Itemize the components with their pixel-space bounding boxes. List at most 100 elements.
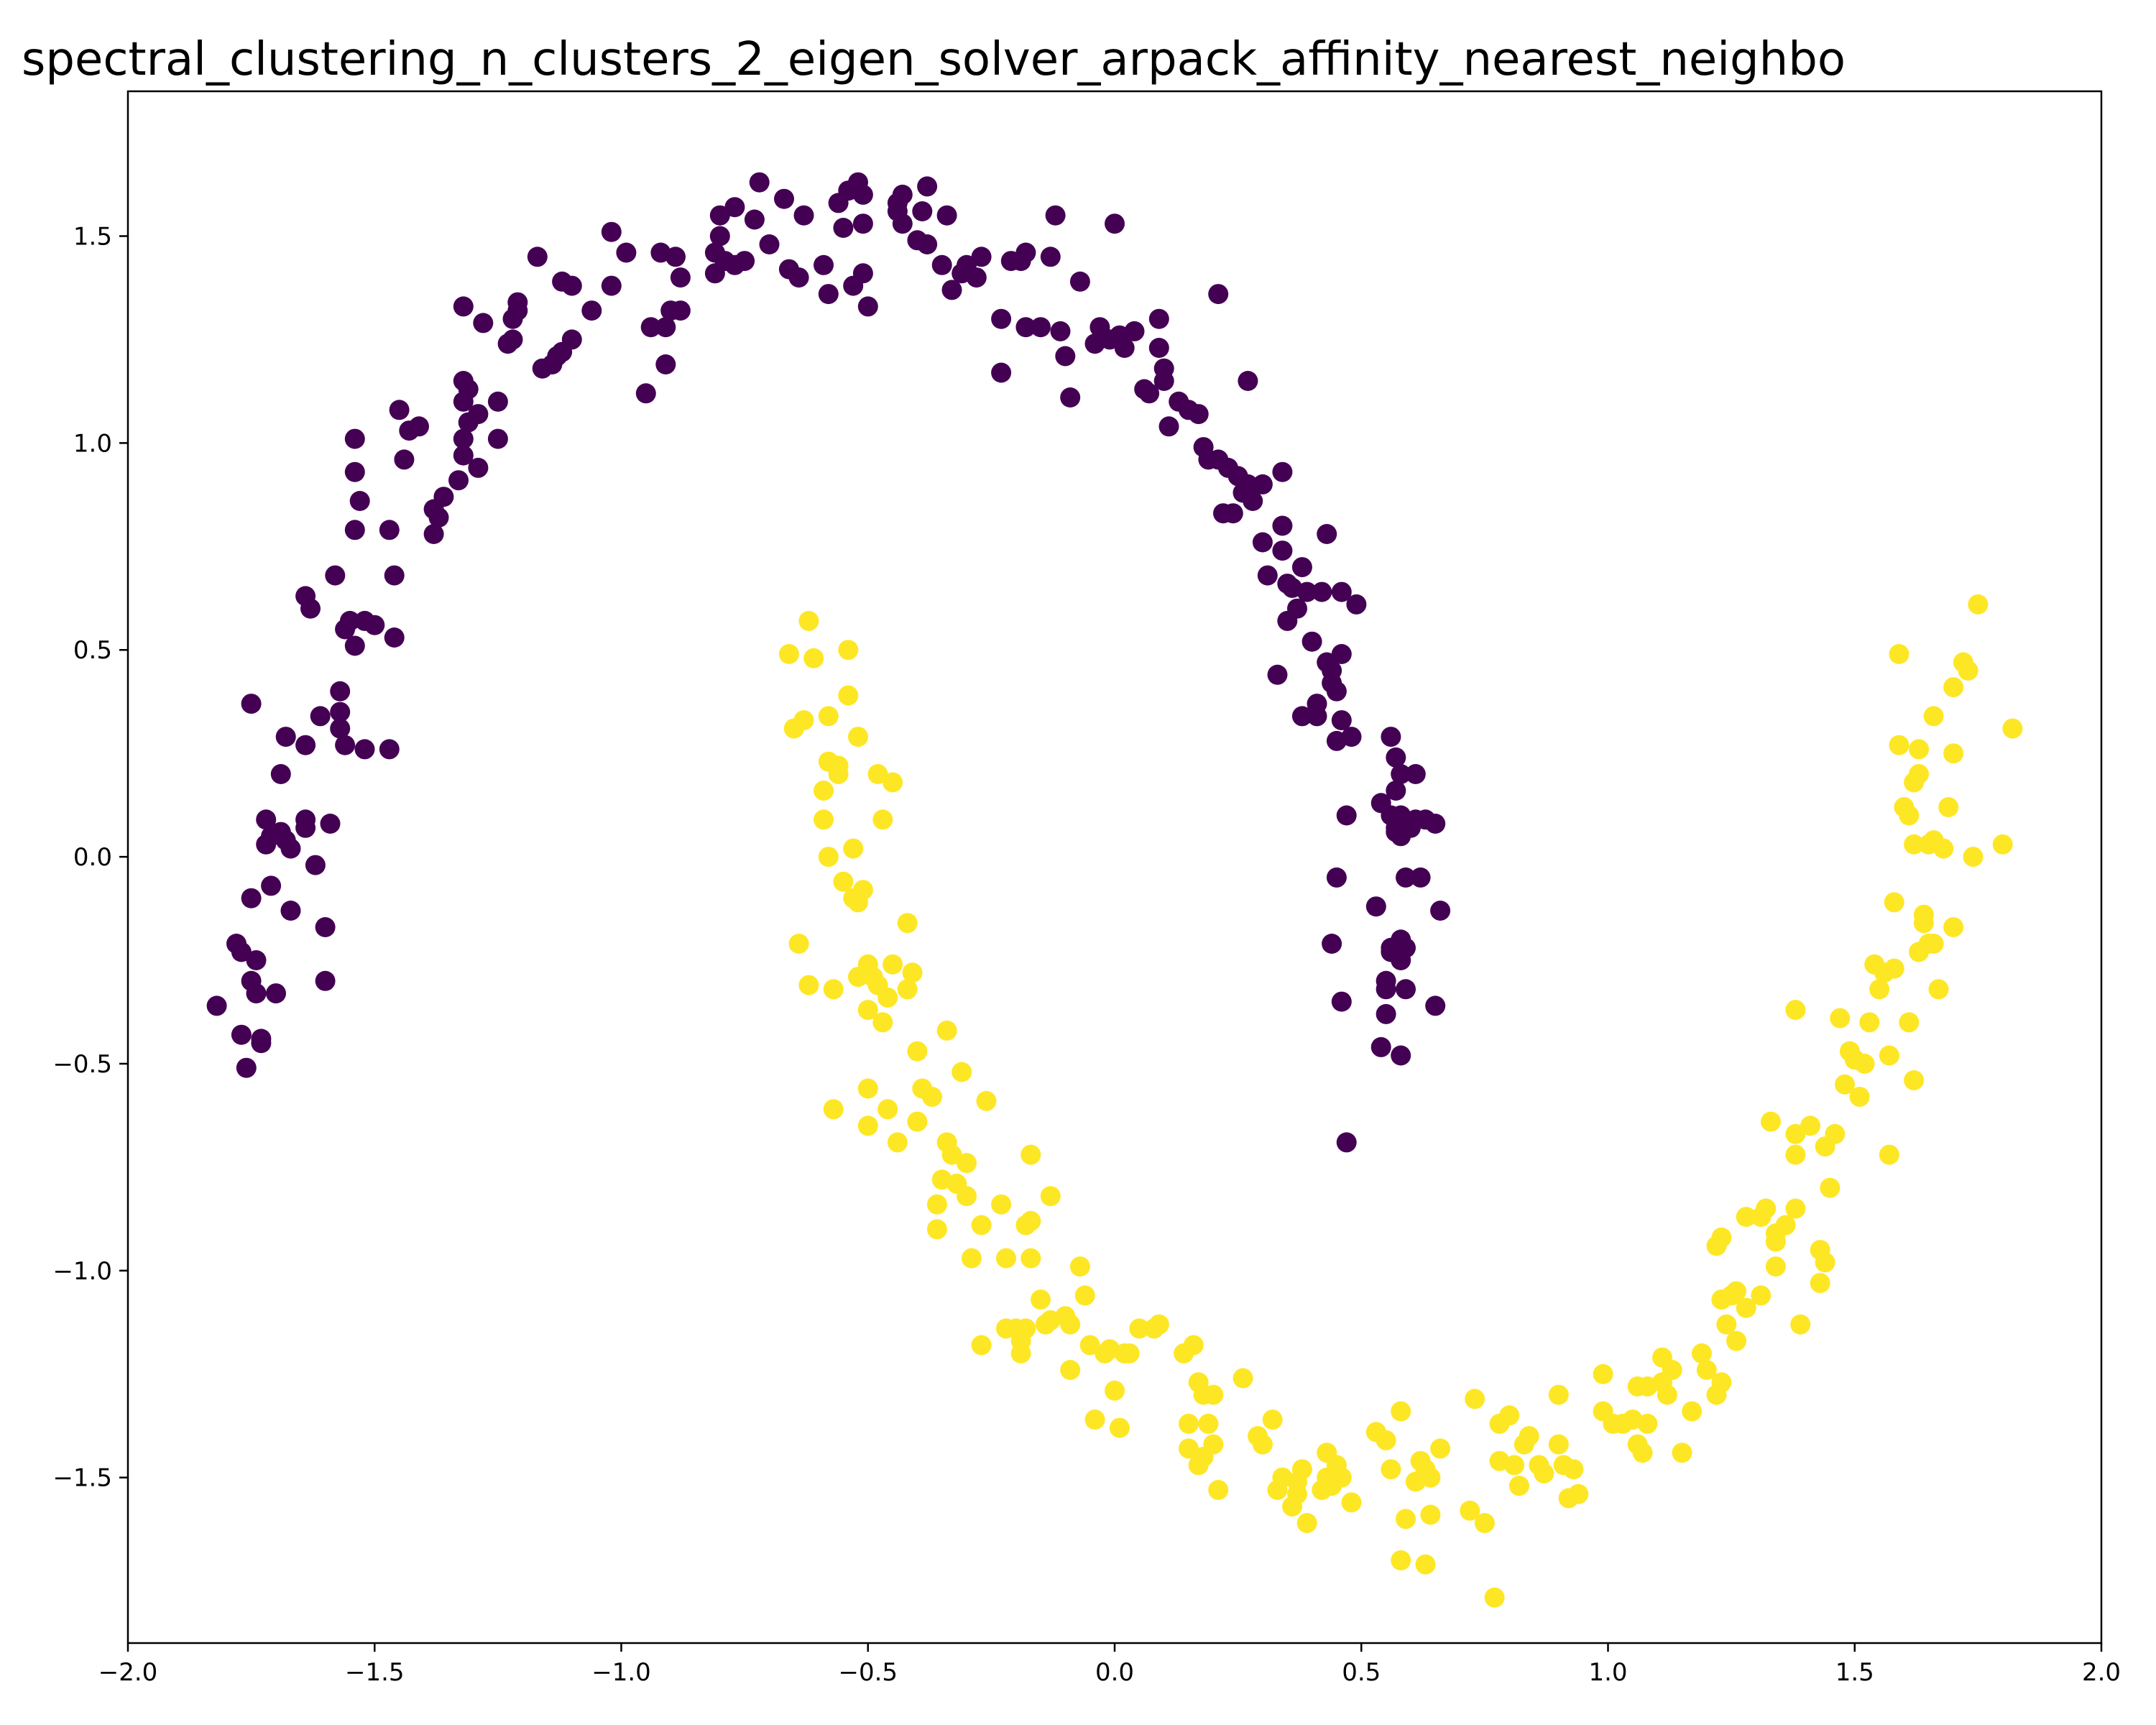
scatter-point-cluster-0	[1252, 474, 1273, 494]
scatter-point-cluster-0	[1252, 532, 1273, 553]
scatter-point-cluster-0	[1015, 317, 1036, 338]
scatter-point-cluster-1	[1968, 594, 1989, 615]
scatter-point-cluster-0	[1381, 942, 1401, 962]
scatter-point-cluster-1	[1756, 1198, 1777, 1219]
scatter-point-cluster-0	[931, 254, 952, 275]
scatter-point-cluster-1	[867, 764, 888, 784]
scatter-point-cluster-1	[1992, 834, 2013, 855]
scatter-point-cluster-1	[1331, 1467, 1352, 1488]
scatter-point-cluster-1	[1420, 1467, 1441, 1488]
scatter-point-cluster-1	[1179, 1413, 1199, 1434]
scatter-point-cluster-0	[266, 983, 286, 1004]
scatter-point-cluster-1	[823, 979, 844, 1000]
scatter-point-cluster-1	[1785, 1198, 1806, 1219]
scatter-point-cluster-1	[1785, 1123, 1806, 1144]
x-tick-label: 0.0	[1095, 1658, 1134, 1687]
scatter-point-cluster-1	[857, 1116, 878, 1136]
scatter-point-cluster-1	[971, 1215, 992, 1236]
scatter-point-cluster-1	[823, 1099, 844, 1120]
scatter-point-cluster-0	[818, 284, 839, 305]
scatter-point-cluster-1	[1563, 1459, 1584, 1480]
scatter-point-cluster-1	[1021, 1210, 1041, 1231]
scatter-point-cluster-1	[926, 1194, 947, 1215]
scatter-point-cluster-1	[1884, 892, 1904, 913]
scatter-point-cluster-0	[295, 817, 316, 838]
scatter-point-cluster-0	[1336, 805, 1357, 826]
scatter-point-cluster-0	[1040, 247, 1061, 267]
scatter-point-cluster-1	[1726, 1281, 1746, 1302]
scatter-point-cluster-1	[877, 1099, 898, 1120]
scatter-point-cluster-0	[428, 507, 449, 528]
scatter-point-cluster-0	[409, 416, 429, 437]
scatter-point-cluster-0	[1045, 205, 1066, 226]
scatter-point-cluster-1	[1958, 661, 1978, 681]
x-tick-label: 1.0	[1588, 1658, 1627, 1687]
scatter-point-cluster-0	[325, 565, 346, 586]
scatter-point-cluster-0	[1405, 764, 1426, 784]
scatter-point-cluster-1	[1504, 1455, 1525, 1476]
scatter-point-cluster-1	[1465, 1389, 1485, 1409]
scatter-point-cluster-1	[1854, 1054, 1875, 1074]
scatter-point-cluster-0	[1243, 491, 1263, 511]
scatter-point-cluster-0	[1267, 664, 1288, 685]
scatter-point-cluster-1	[1835, 1074, 1855, 1095]
scatter-point-cluster-0	[453, 296, 474, 317]
scatter-point-cluster-0	[379, 739, 400, 760]
scatter-point-cluster-1	[1933, 838, 1954, 859]
scatter-point-cluster-1	[1420, 1504, 1441, 1525]
scatter-point-cluster-0	[344, 461, 365, 482]
scatter-point-cluster-0	[1386, 822, 1406, 842]
scatter-point-cluster-1	[922, 1087, 942, 1107]
scatter-point-cluster-1	[1869, 979, 1890, 1000]
scatter-point-cluster-1	[1711, 1227, 1732, 1248]
scatter-point-cluster-1	[1696, 1360, 1717, 1380]
scatter-point-cluster-1	[1474, 1513, 1495, 1533]
scatter-point-cluster-1	[1682, 1401, 1703, 1422]
scatter-point-cluster-0	[1272, 540, 1293, 561]
scatter-point-cluster-1	[1148, 1314, 1169, 1335]
scatter-point-cluster-0	[1153, 371, 1174, 391]
scatter-point-cluster-0	[1124, 321, 1145, 341]
scatter-point-cluster-1	[1765, 1231, 1786, 1252]
scatter-point-cluster-0	[330, 681, 351, 702]
scatter-point-cluster-1	[1568, 1484, 1589, 1504]
scatter-point-cluster-1	[2002, 718, 2023, 739]
scatter-point-cluster-0	[507, 292, 528, 313]
scatter-point-cluster-0	[1430, 901, 1451, 921]
scatter-point-cluster-0	[774, 188, 794, 209]
scatter-point-cluster-1	[1381, 1459, 1401, 1480]
chart-title: spectral_clustering_n_clusters_2_eigen_s…	[22, 33, 1846, 86]
x-tick-label: 0.5	[1342, 1658, 1381, 1687]
scatter-point-cluster-1	[1909, 739, 1929, 760]
scatter-point-cluster-0	[724, 197, 745, 218]
scatter-point-cluster-1	[1726, 1330, 1746, 1351]
scatter-point-cluster-0	[1148, 308, 1169, 329]
scatter-point-cluster-1	[1060, 1314, 1081, 1335]
scatter-point-cluster-1	[991, 1194, 1012, 1215]
scatter-point-cluster-0	[966, 267, 987, 288]
scatter-point-cluster-1	[778, 644, 799, 664]
scatter-point-cluster-1	[1785, 1144, 1806, 1165]
scatter-point-cluster-0	[231, 1024, 252, 1045]
scatter-point-cluster-1	[852, 880, 873, 901]
scatter-point-cluster-0	[971, 247, 992, 267]
scatter-point-cluster-1	[1499, 1405, 1520, 1426]
scatter-point-cluster-1	[1460, 1500, 1480, 1521]
scatter-point-cluster-1	[1105, 1380, 1125, 1401]
scatter-point-cluster-1	[897, 913, 918, 934]
scatter-point-cluster-0	[330, 718, 351, 739]
scatter-point-cluster-1	[1909, 764, 1929, 784]
scatter-point-cluster-1	[1736, 1207, 1756, 1227]
scatter-point-cluster-0	[1410, 867, 1431, 888]
scatter-point-cluster-0	[1381, 727, 1401, 748]
scatter-point-cluster-1	[1765, 1256, 1786, 1277]
scatter-point-cluster-1	[1672, 1443, 1692, 1463]
scatter-point-cluster-0	[1336, 1132, 1357, 1153]
scatter-point-cluster-1	[1031, 1289, 1051, 1310]
scatter-point-cluster-0	[1317, 524, 1337, 544]
scatter-point-cluster-0	[1050, 321, 1071, 341]
scatter-point-cluster-1	[1889, 735, 1909, 755]
scatter-point-cluster-1	[926, 1219, 947, 1240]
scatter-point-cluster-0	[1238, 371, 1258, 391]
